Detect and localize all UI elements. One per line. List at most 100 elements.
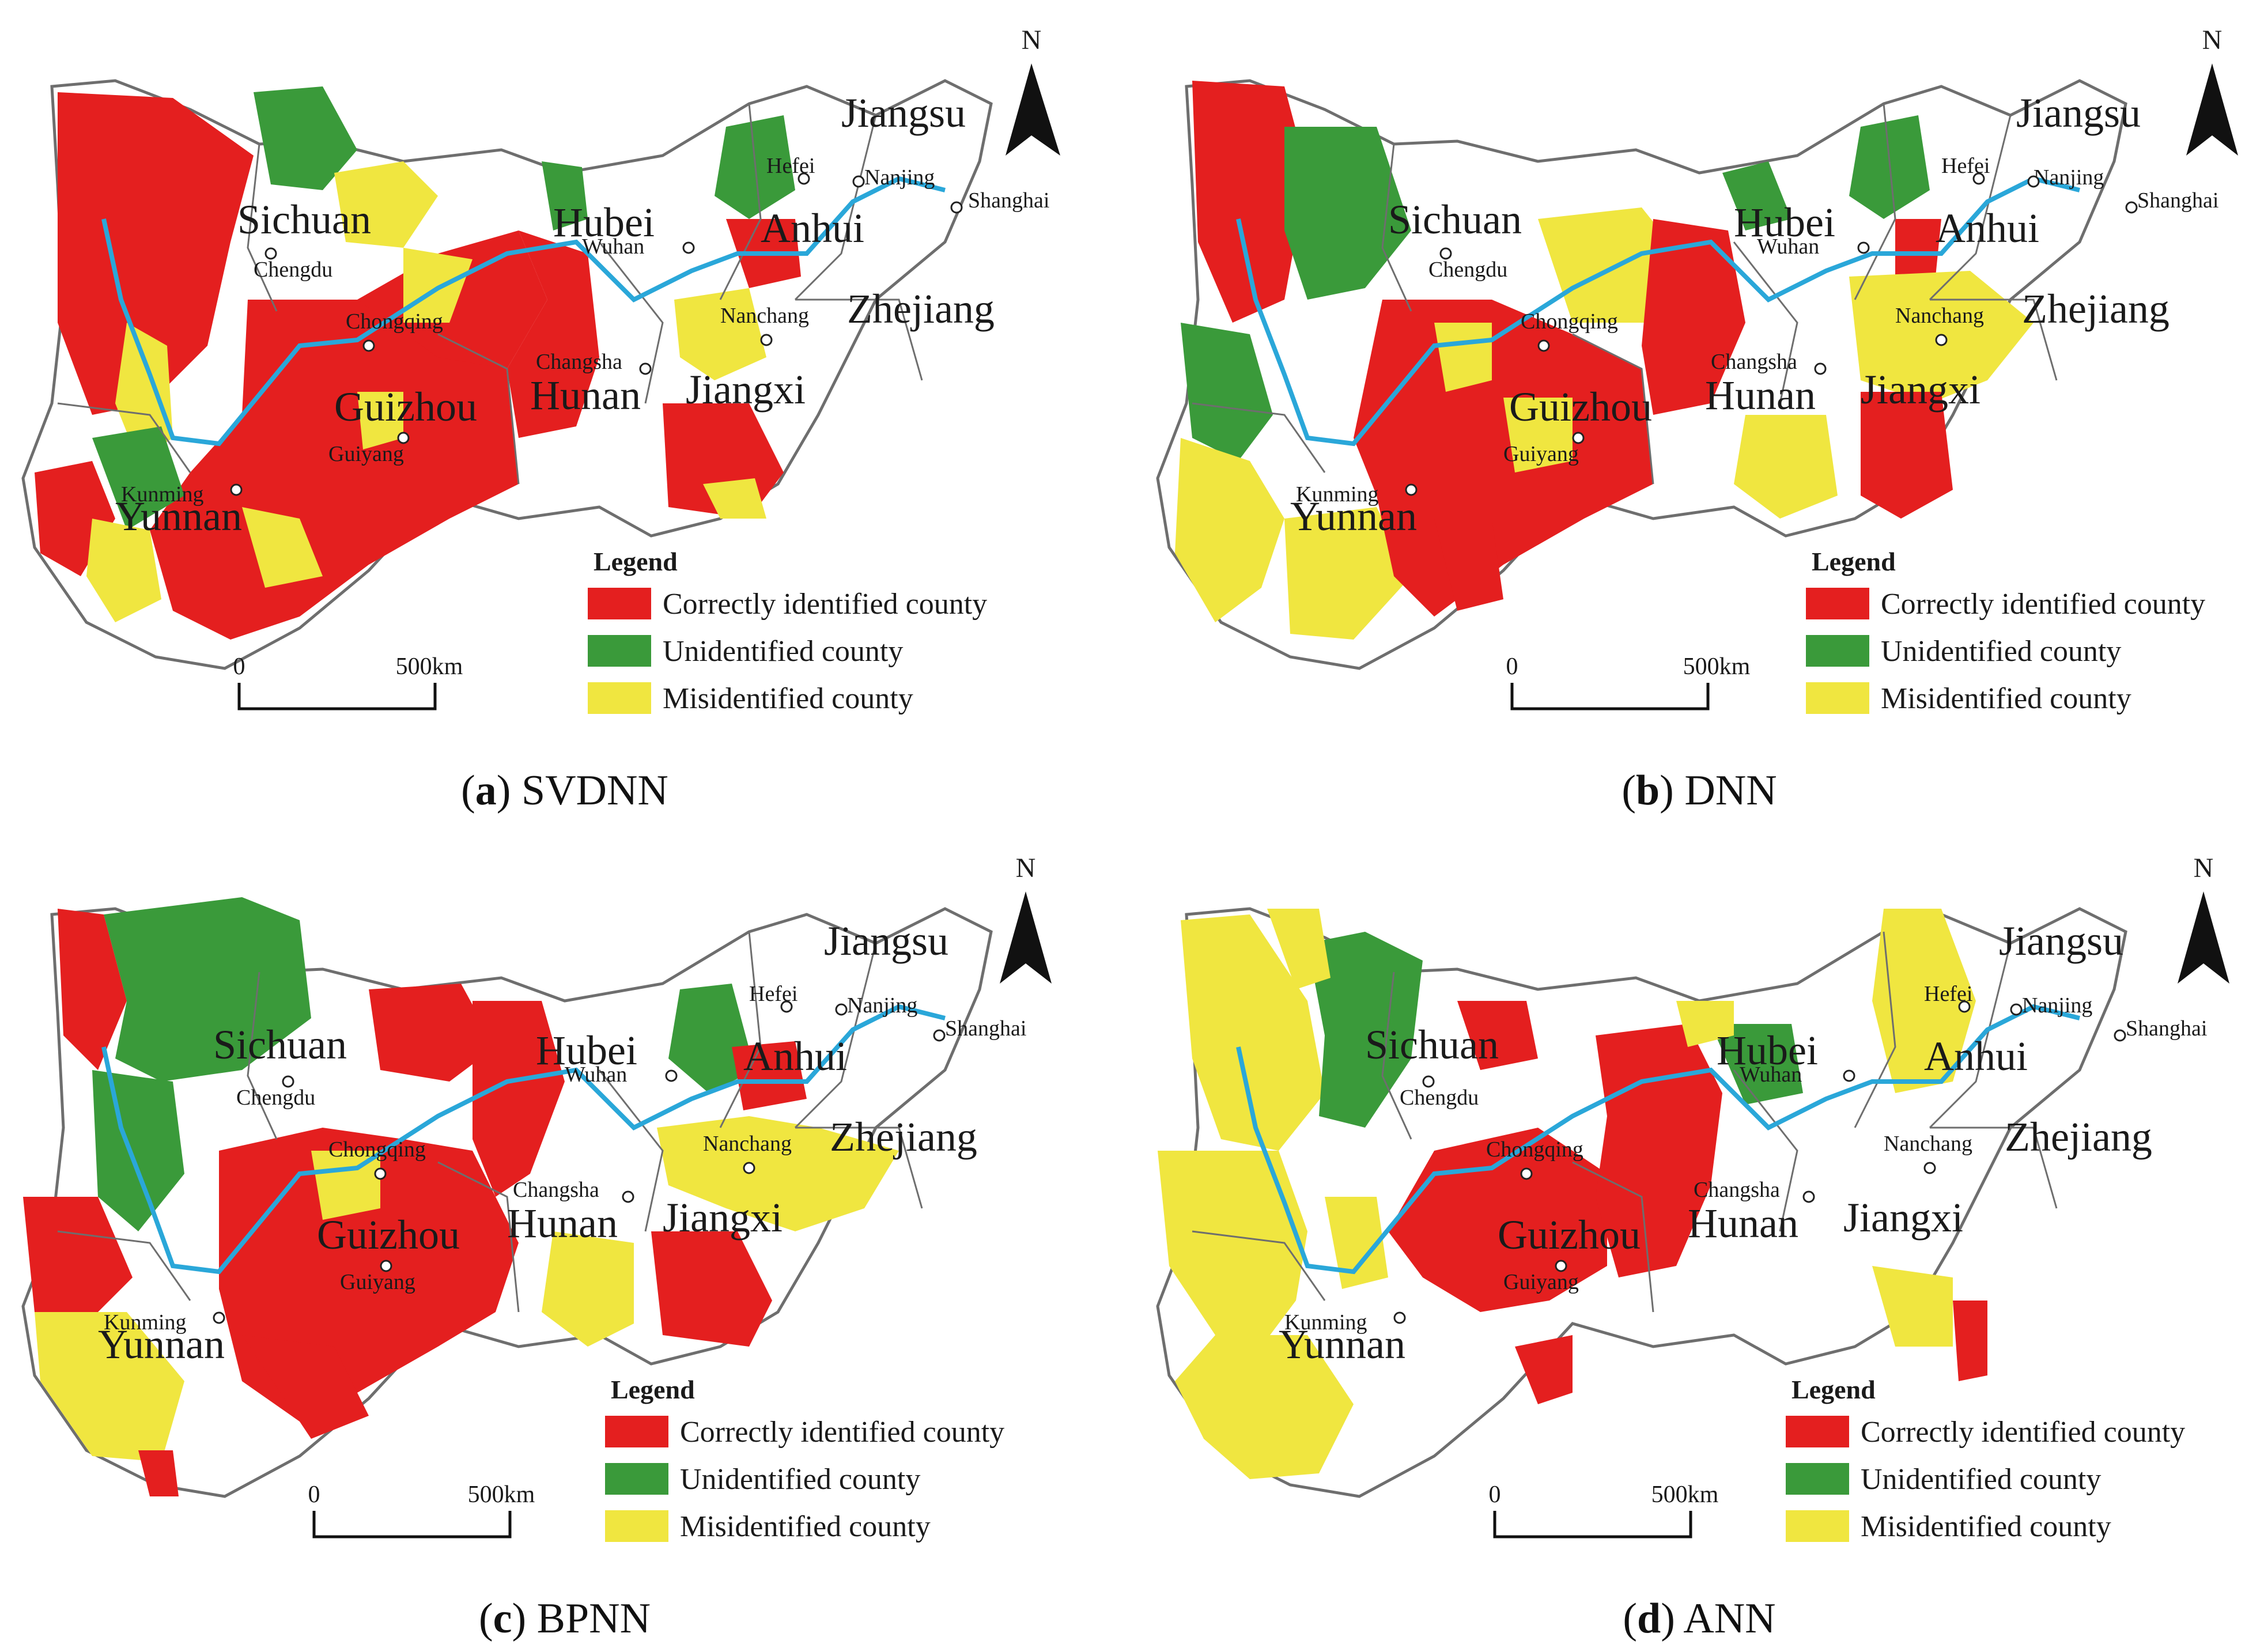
city-guiyang: Guiyang: [328, 442, 404, 466]
map-c: Sichuan Hubei Anhui Jiangsu Zhejiang Jia…: [21, 853, 1052, 1543]
label-sichuan: Sichuan: [1365, 1022, 1499, 1068]
label-zhejiang: Zhejiang: [847, 286, 995, 332]
city-shanghai: Shanghai: [2137, 188, 2218, 213]
svg-text:500km: 500km: [468, 1481, 535, 1508]
legend-swatch-misidentified: [588, 682, 651, 714]
river: [1236, 176, 2080, 447]
panel-b: Sichuan Hubei Anhui Jiangsu Zhejiang Jia…: [1135, 0, 2264, 824]
city-chongqing: Chongqing: [1521, 309, 1618, 334]
svg-text:N: N: [2194, 853, 2214, 883]
label-jiangsu: Jiangsu: [2016, 90, 2141, 136]
legend-swatch-correct: [1786, 1416, 1849, 1447]
panel-c: Sichuan Hubei Anhui Jiangsu Zhejiang Jia…: [0, 828, 1129, 1652]
label-yunnan: Yunnan: [98, 1321, 225, 1367]
city-kunming: Kunming: [1284, 1310, 1367, 1335]
city-nanchang: Nanchang: [1884, 1132, 1972, 1156]
city-kunming: Kunming: [104, 1310, 187, 1335]
legend-swatch-unidentified: [605, 1463, 668, 1495]
legend-swatch-correct: [605, 1416, 668, 1447]
legend-label-misidentified: Misidentified county: [680, 1510, 931, 1543]
city-chengdu: Chengdu: [1428, 258, 1507, 282]
svg-text:0: 0: [1489, 1481, 1501, 1508]
province-borders: [1192, 931, 2058, 1313]
legend: Legend Correctly identified county Unide…: [605, 1375, 1004, 1543]
province-borders: [1192, 103, 2058, 485]
city-markers: [1393, 1000, 2126, 1324]
svg-text:500km: 500km: [1683, 653, 1751, 680]
city-chengdu: Chengdu: [236, 1086, 315, 1110]
scale-bar: 0 500km: [1489, 1481, 1719, 1538]
label-hunan: Hunan: [1705, 372, 1816, 418]
legend-label-correct: Correctly identified county: [680, 1416, 1004, 1449]
city-guiyang: Guiyang: [340, 1270, 415, 1294]
city-chengdu: Chengdu: [1400, 1086, 1479, 1110]
city-shanghai: Shanghai: [2126, 1016, 2207, 1041]
label-sichuan: Sichuan: [213, 1022, 347, 1068]
city-markers: [213, 1000, 946, 1324]
city-shanghai: Shanghai: [945, 1016, 1026, 1041]
city-nanchang: Nanchang: [720, 304, 809, 328]
city-nanjing: Nanjing: [847, 993, 917, 1018]
label-jiangsu: Jiangsu: [841, 90, 966, 136]
legend-swatch-unidentified: [588, 635, 651, 667]
legend-label-unidentified: Unidentified county: [663, 635, 903, 668]
river: [1236, 1004, 2080, 1275]
legend-swatch-correct: [1806, 588, 1869, 619]
label-hubei: Hubei: [1734, 199, 1835, 245]
legend-title: Legend: [1812, 547, 1896, 576]
label-anhui: Anhui: [761, 205, 864, 251]
label-zhejiang: Zhejiang: [2022, 286, 2169, 332]
river: [101, 176, 946, 447]
svg-text:N: N: [1016, 853, 1036, 883]
label-guizhou: Guizhou: [334, 384, 477, 430]
county-patches: [1175, 81, 2034, 640]
label-jiangxi: Jiangxi: [686, 366, 806, 413]
legend-label-misidentified: Misidentified county: [1861, 1510, 2111, 1543]
label-jiangsu: Jiangsu: [1999, 918, 2123, 964]
label-jiangxi: Jiangxi: [1861, 366, 1980, 413]
svg-text:0: 0: [233, 653, 245, 680]
label-hubei: Hubei: [536, 1027, 637, 1073]
label-zhejiang: Zhejiang: [830, 1114, 977, 1160]
north-arrow: N: [1006, 25, 1060, 156]
legend-title: Legend: [1791, 1375, 1876, 1404]
city-wuhan: Wuhan: [1757, 235, 1819, 259]
scale-bar: 0 500km: [308, 1481, 535, 1538]
label-hunan: Hunan: [507, 1200, 618, 1246]
city-nanchang: Nanchang: [703, 1132, 792, 1156]
legend-swatch-misidentified: [1806, 682, 1869, 714]
city-wuhan: Wuhan: [582, 235, 644, 259]
map-d: Sichuan Hubei Anhui Jiangsu Zhejiang Jia…: [1156, 853, 2229, 1543]
legend-label-misidentified: Misidentified county: [663, 682, 913, 715]
city-wuhan: Wuhan: [1740, 1063, 1802, 1087]
svg-text:N: N: [2202, 25, 2223, 55]
north-arrow: N: [1000, 853, 1052, 984]
scale-bar: 0 500km: [233, 653, 463, 710]
city-chengdu: Chengdu: [254, 258, 332, 282]
label-yunnan: Yunnan: [115, 493, 242, 539]
svg-text:N: N: [1022, 25, 1042, 55]
city-changsha: Changsha: [1711, 350, 1797, 374]
city-chongqing: Chongqing: [1486, 1137, 1583, 1162]
city-changsha: Changsha: [513, 1178, 599, 1202]
label-sichuan: Sichuan: [237, 196, 371, 243]
city-nanchang: Nanchang: [1895, 304, 1984, 328]
county-patches: [35, 86, 801, 640]
label-hubei: Hubei: [1717, 1027, 1818, 1073]
city-shanghai: Shanghai: [968, 188, 1049, 213]
svg-text:500km: 500km: [1651, 1481, 1719, 1508]
scale-bar: 0 500km: [1506, 653, 1751, 710]
legend-label-correct: Correctly identified county: [1861, 1416, 2185, 1449]
label-hunan: Hunan: [1688, 1200, 1798, 1246]
city-chongqing: Chongqing: [346, 309, 443, 334]
svg-text:0: 0: [308, 1481, 320, 1508]
label-guizhou: Guizhou: [1498, 1212, 1641, 1258]
map-b: Sichuan Hubei Anhui Jiangsu Zhejiang Jia…: [1156, 25, 2238, 715]
city-kunming: Kunming: [121, 482, 204, 506]
label-sichuan: Sichuan: [1388, 196, 1522, 243]
label-jiangxi: Jiangxi: [1843, 1194, 1963, 1241]
caption-d: (d) ANN: [1623, 1595, 1776, 1642]
legend-title: Legend: [594, 547, 678, 576]
legend-label-unidentified: Unidentified county: [1861, 1463, 2101, 1496]
caption-c: (c) BPNN: [478, 1595, 651, 1642]
